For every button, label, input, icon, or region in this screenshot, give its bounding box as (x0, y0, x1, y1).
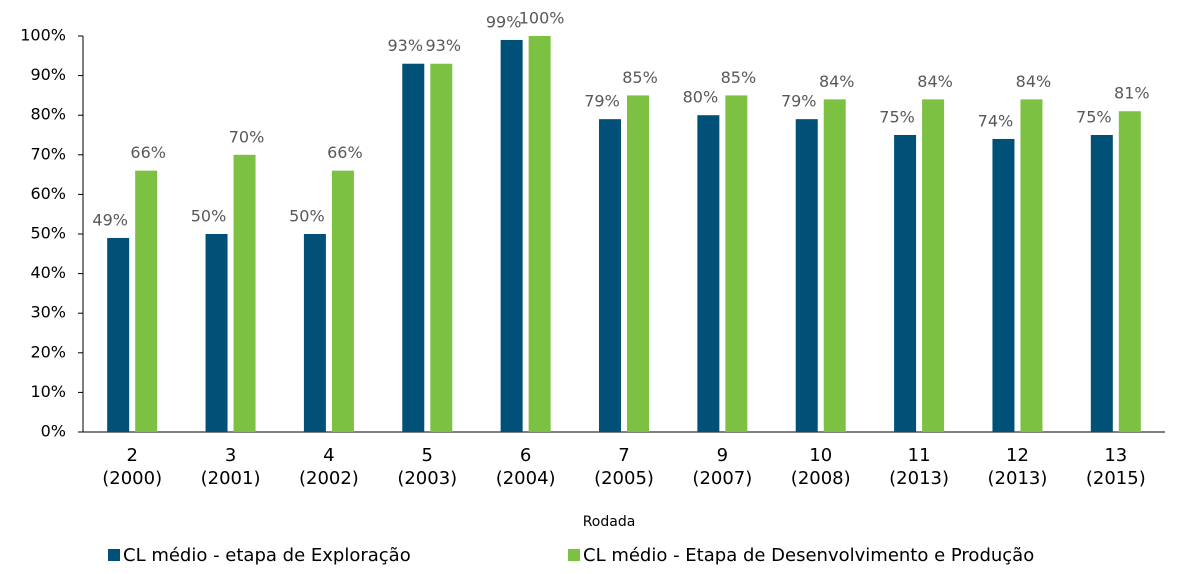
x-tick-label: (2008) (791, 468, 851, 489)
data-label: 84% (819, 72, 855, 91)
legend-label: CL médio - Etapa de Desenvolvimento e Pr… (583, 545, 1034, 566)
y-tick-label: 50% (30, 224, 66, 243)
bar (528, 36, 551, 432)
bar (894, 135, 917, 432)
data-label: 66% (327, 143, 363, 162)
y-tick-label: 70% (30, 144, 66, 163)
data-label: 99% (486, 12, 522, 31)
data-label: 74% (978, 111, 1014, 130)
data-label: 80% (683, 88, 719, 107)
data-label: 93% (387, 36, 423, 55)
bar (922, 99, 945, 433)
legend-label: CL médio - etapa de Exploração (123, 545, 411, 566)
bar (992, 138, 1015, 432)
bar (135, 170, 158, 432)
x-tick-label: (2003) (397, 468, 457, 489)
bar (725, 95, 748, 433)
y-tick-label: 10% (30, 382, 66, 401)
x-tick-label: (2013) (988, 468, 1048, 489)
x-tick-label: 4 (323, 445, 334, 466)
x-tick-label: (2001) (201, 468, 261, 489)
data-label: 70% (229, 127, 265, 146)
y-tick-label: 30% (30, 303, 66, 322)
x-tick-label: 5 (422, 445, 433, 466)
bar (331, 170, 354, 432)
y-tick-label: 0% (41, 422, 66, 441)
x-tick-label: (2013) (889, 468, 949, 489)
data-label: 79% (584, 92, 620, 111)
data-label: 66% (130, 143, 166, 162)
data-label: 75% (879, 108, 915, 127)
bar (1020, 99, 1043, 433)
bar (697, 115, 720, 432)
data-label: 100% (519, 9, 565, 28)
data-label: 75% (1076, 108, 1112, 127)
bar (402, 63, 425, 432)
bar (1090, 135, 1113, 432)
bar (823, 99, 846, 433)
data-label: 50% (289, 207, 325, 226)
legend-swatch (568, 549, 580, 561)
bar (795, 119, 818, 432)
x-tick-label: (2005) (594, 468, 654, 489)
data-label: 85% (721, 68, 757, 87)
bar (599, 119, 621, 432)
bar (303, 234, 326, 432)
x-tick-label: (2015) (1086, 468, 1146, 489)
x-tick-label: (2007) (692, 468, 752, 489)
data-label: 49% (92, 210, 128, 229)
bar (627, 95, 649, 433)
x-tick-label: 9 (717, 445, 728, 466)
y-tick-label: 60% (30, 184, 66, 203)
data-label: 93% (425, 36, 461, 55)
bar (205, 234, 228, 432)
bar (500, 39, 523, 433)
x-tick-label: (2000) (102, 468, 162, 489)
x-tick-label: 7 (618, 445, 629, 466)
data-label: 79% (781, 92, 817, 111)
data-label: 84% (1016, 72, 1052, 91)
y-tick-label: 80% (30, 105, 66, 124)
x-tick-label: (2004) (496, 468, 556, 489)
data-label: 84% (917, 72, 953, 91)
data-label: 85% (622, 68, 658, 87)
bar (233, 154, 256, 433)
y-tick-label: 40% (30, 263, 66, 282)
x-tick-label: 10 (809, 445, 832, 466)
x-tick-label: 12 (1006, 445, 1029, 466)
x-tick-label: 6 (520, 445, 531, 466)
bar (430, 63, 453, 432)
legend-swatch (108, 549, 120, 561)
y-tick-label: 90% (30, 65, 66, 84)
x-axis-title: Rodada (583, 514, 636, 530)
x-tick-label: 2 (126, 445, 137, 466)
bar (1118, 111, 1141, 433)
data-label: 50% (191, 207, 227, 226)
data-label: 81% (1114, 84, 1150, 103)
x-tick-label: 11 (908, 445, 931, 466)
x-tick-label: (2002) (299, 468, 359, 489)
x-tick-label: 13 (1104, 445, 1127, 466)
y-tick-label: 20% (30, 342, 66, 361)
bar (107, 237, 130, 432)
y-tick-label: 100% (20, 26, 66, 45)
x-tick-label: 3 (225, 445, 236, 466)
